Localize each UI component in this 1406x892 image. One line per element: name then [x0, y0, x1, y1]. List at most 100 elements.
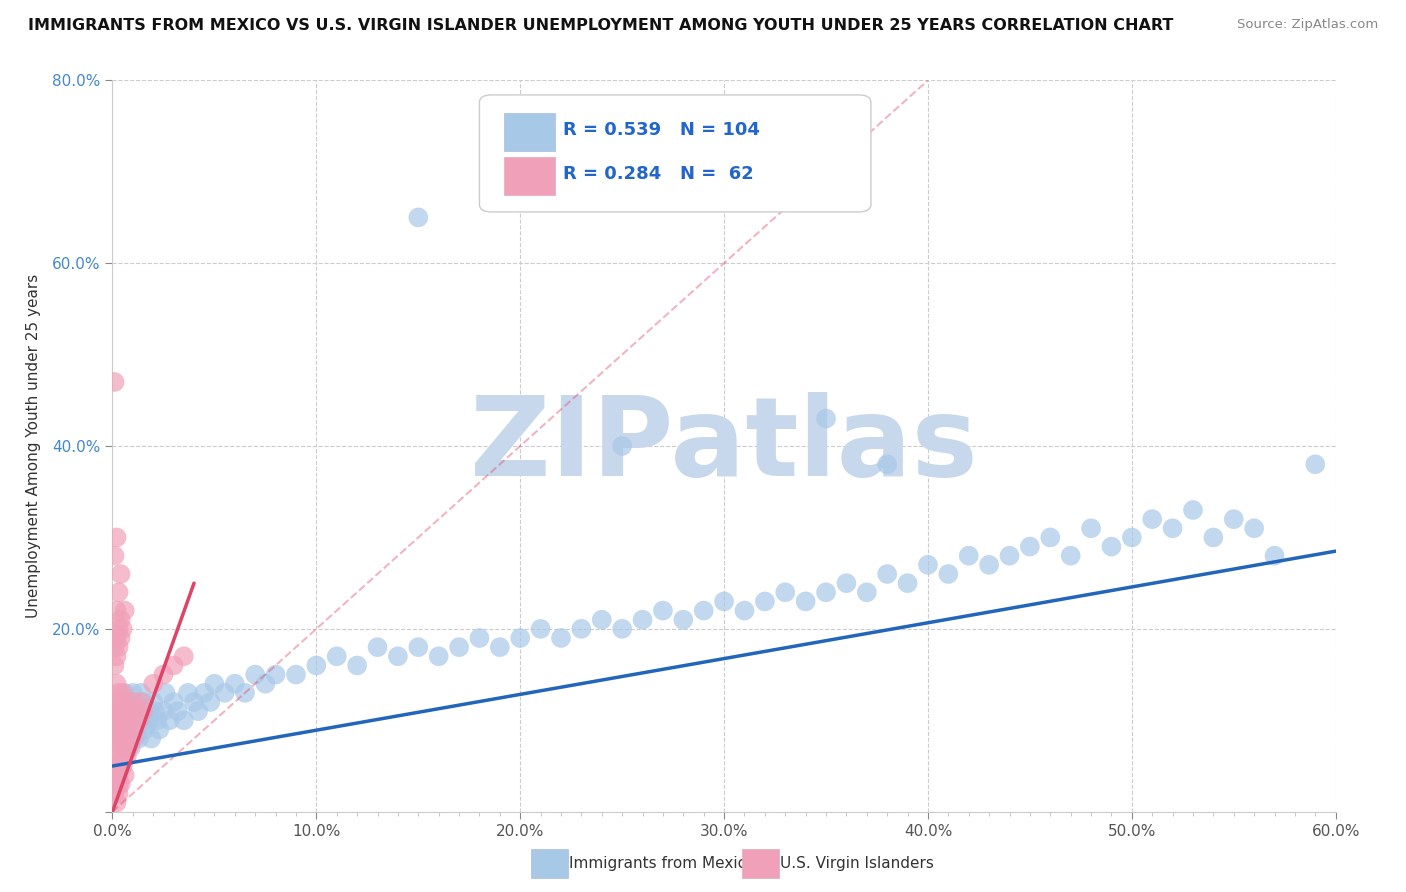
Point — [105, 676, 128, 690]
Point — [115, 714, 138, 728]
Point — [876, 567, 898, 582]
Point — [114, 740, 136, 755]
Point — [1039, 530, 1062, 544]
Point — [146, 714, 169, 728]
Point — [610, 439, 633, 453]
Point — [120, 704, 142, 718]
Point — [125, 704, 148, 718]
Point — [897, 576, 920, 591]
Point — [163, 658, 186, 673]
Point — [128, 731, 150, 746]
Point — [571, 622, 593, 636]
Point — [105, 796, 128, 810]
Point — [143, 704, 166, 718]
Point — [129, 686, 152, 700]
Point — [111, 723, 134, 737]
Point — [713, 594, 735, 608]
Point — [1243, 521, 1265, 535]
Point — [118, 695, 141, 709]
FancyBboxPatch shape — [503, 113, 555, 152]
Point — [105, 714, 128, 728]
Point — [103, 375, 125, 389]
Point — [591, 613, 613, 627]
Point — [107, 787, 129, 801]
Point — [1080, 521, 1102, 535]
Point — [142, 695, 165, 709]
Point — [1018, 540, 1040, 554]
Point — [105, 723, 128, 737]
Point — [129, 695, 152, 709]
Point — [107, 777, 129, 791]
Point — [957, 549, 980, 563]
Point — [855, 585, 877, 599]
Point — [631, 613, 654, 627]
Point — [254, 676, 277, 690]
Point — [115, 723, 138, 737]
Point — [163, 695, 186, 709]
Point — [366, 640, 388, 655]
Point — [979, 558, 1001, 572]
Point — [1142, 512, 1164, 526]
Point — [111, 704, 134, 718]
Point — [107, 768, 129, 782]
Point — [1161, 521, 1184, 535]
Point — [110, 749, 132, 764]
Point — [173, 649, 195, 664]
Point — [122, 695, 145, 709]
Point — [110, 731, 132, 746]
Point — [326, 649, 349, 664]
Text: R = 0.284   N =  62: R = 0.284 N = 62 — [562, 165, 754, 183]
Point — [120, 704, 142, 718]
Point — [134, 723, 156, 737]
Point — [136, 704, 159, 718]
Text: Source: ZipAtlas.com: Source: ZipAtlas.com — [1237, 18, 1378, 31]
Point — [107, 704, 129, 718]
Point — [132, 695, 155, 709]
Point — [693, 603, 716, 617]
Point — [794, 594, 817, 608]
Point — [936, 567, 959, 582]
Point — [132, 714, 155, 728]
Point — [408, 640, 430, 655]
Point — [408, 211, 430, 225]
Point — [652, 603, 675, 617]
Point — [550, 631, 572, 645]
Point — [110, 631, 132, 645]
Point — [876, 457, 898, 471]
Point — [187, 704, 209, 718]
Point — [105, 603, 128, 617]
FancyBboxPatch shape — [479, 95, 870, 212]
Point — [734, 603, 756, 617]
Point — [998, 549, 1021, 563]
Point — [115, 749, 138, 764]
Point — [122, 731, 145, 746]
Point — [115, 731, 138, 746]
Point — [122, 686, 145, 700]
Text: Immigrants from Mexico: Immigrants from Mexico — [569, 856, 756, 871]
Text: U.S. Virgin Islanders: U.S. Virgin Islanders — [780, 856, 934, 871]
Point — [105, 649, 128, 664]
Point — [152, 704, 174, 718]
Point — [1121, 530, 1143, 544]
Point — [111, 622, 134, 636]
Point — [111, 759, 134, 773]
Text: R = 0.539   N = 104: R = 0.539 N = 104 — [562, 121, 759, 139]
Point — [264, 667, 287, 681]
Point — [107, 740, 129, 755]
Point — [111, 740, 134, 755]
Point — [387, 649, 409, 664]
Point — [245, 667, 267, 681]
Point — [166, 704, 188, 718]
Point — [110, 695, 132, 709]
Point — [103, 658, 125, 673]
Point — [110, 714, 132, 728]
Point — [138, 714, 160, 728]
Point — [114, 603, 136, 617]
Point — [305, 658, 328, 673]
Point — [107, 640, 129, 655]
Point — [120, 740, 142, 755]
Point — [224, 676, 246, 690]
Point — [155, 686, 177, 700]
Point — [346, 658, 368, 673]
Point — [103, 787, 125, 801]
